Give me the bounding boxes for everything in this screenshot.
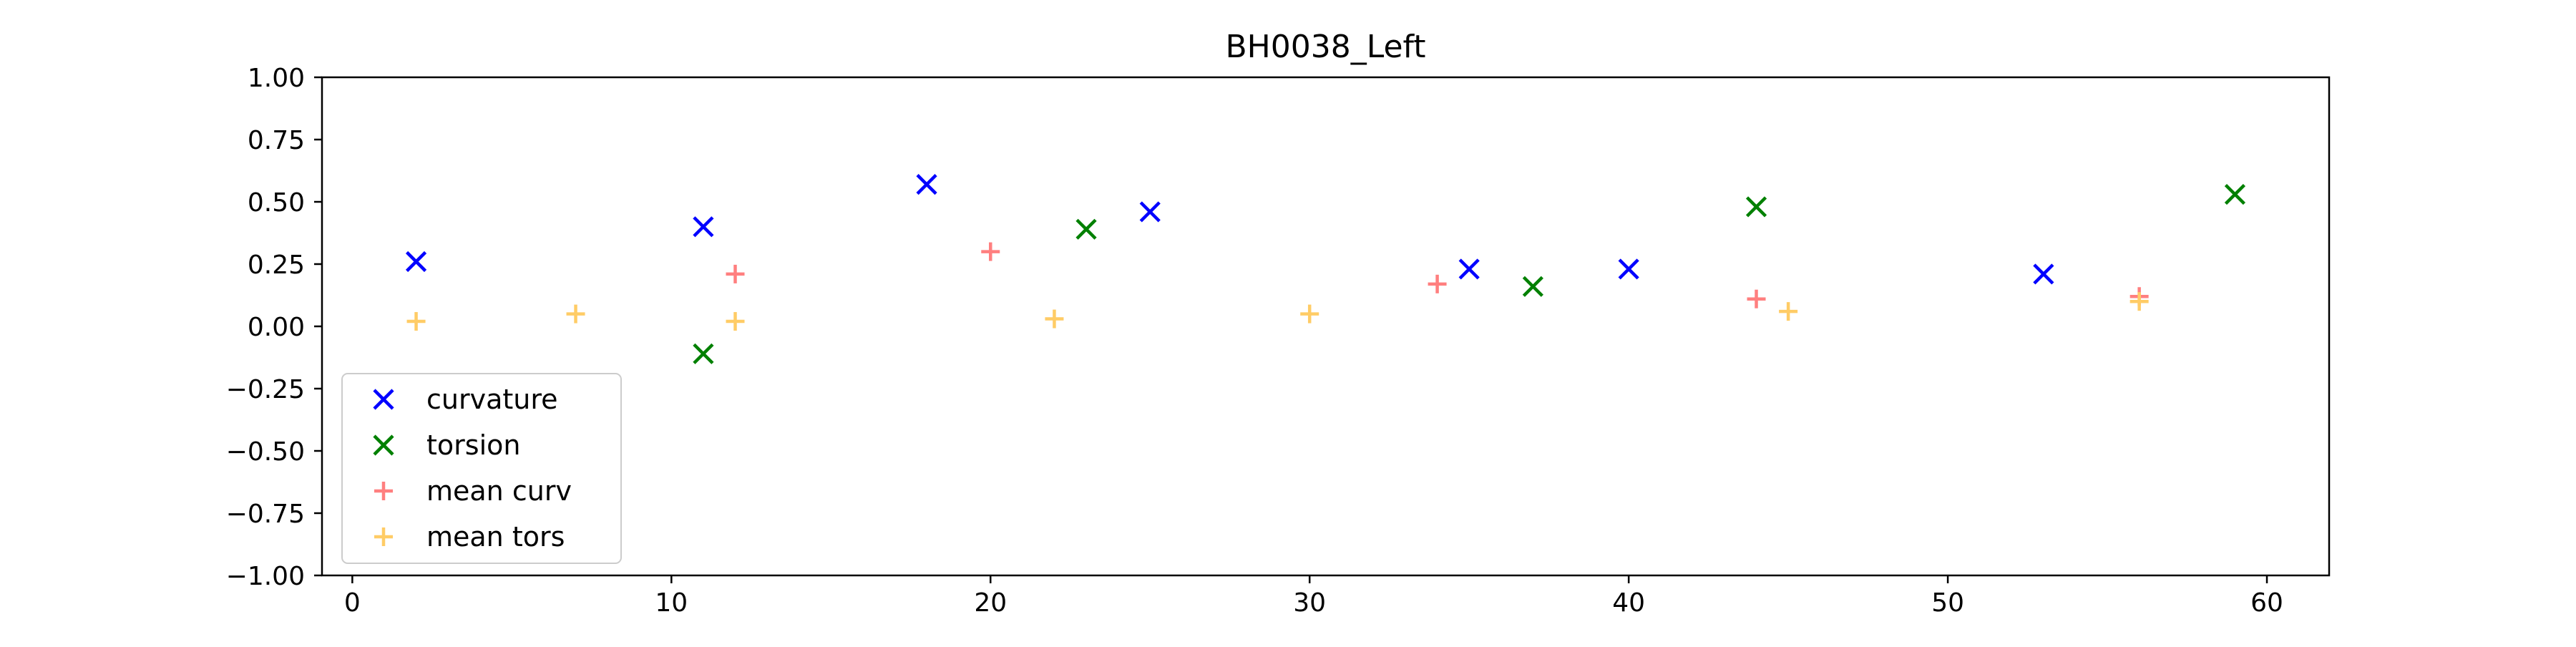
point-mean-curv bbox=[726, 264, 745, 283]
x-tick-label: 20 bbox=[974, 588, 1007, 618]
point-curvature bbox=[1458, 258, 1480, 280]
x-tick-label: 60 bbox=[2250, 588, 2283, 618]
y-tick-label: 1.00 bbox=[248, 64, 305, 93]
y-tick-label: 0.50 bbox=[248, 188, 305, 218]
point-mean-tors bbox=[726, 312, 745, 331]
series-mean-tors bbox=[406, 292, 2149, 331]
legend-marker-mean-curv bbox=[374, 482, 393, 500]
legend-marker-curvature bbox=[373, 389, 394, 410]
y-tick-label: 0.75 bbox=[248, 126, 305, 155]
x-tick-label: 40 bbox=[1612, 588, 1645, 618]
legend-label-torsion: torsion bbox=[426, 429, 520, 461]
point-curvature bbox=[693, 216, 714, 238]
plot-frame bbox=[321, 76, 2331, 577]
y-tick-label: 0.25 bbox=[248, 250, 305, 280]
y-tick-label: −0.50 bbox=[226, 437, 305, 467]
legend-marker-torsion bbox=[373, 434, 394, 456]
series-torsion bbox=[693, 183, 2246, 364]
point-torsion bbox=[1522, 276, 1543, 297]
plot-area bbox=[321, 76, 2331, 577]
point-mean-tors bbox=[1045, 309, 1064, 329]
chart-title: BH0038_Left bbox=[1225, 29, 1425, 65]
point-curvature bbox=[1618, 258, 1639, 280]
x-axis: 0 10 20 30 40 50 60 bbox=[344, 575, 2283, 618]
point-curvature bbox=[916, 174, 937, 195]
point-curvature bbox=[2033, 263, 2054, 285]
legend-box bbox=[341, 373, 622, 564]
y-tick-label: −0.25 bbox=[226, 375, 305, 404]
x-tick-label: 10 bbox=[655, 588, 688, 618]
y-tick-label: 0.00 bbox=[248, 313, 305, 342]
legend-label-curvature: curvature bbox=[426, 384, 558, 415]
point-mean-curv bbox=[1747, 289, 1766, 308]
x-tick-label: 50 bbox=[1931, 588, 1964, 618]
legend-label-mean-tors: mean tors bbox=[426, 521, 565, 553]
point-mean-tors bbox=[1779, 302, 1798, 321]
point-mean-tors bbox=[406, 312, 426, 331]
legend-label-mean-curv: mean curv bbox=[426, 475, 572, 507]
series-curvature bbox=[405, 174, 2054, 285]
point-mean-tors bbox=[2129, 292, 2149, 311]
point-curvature bbox=[405, 250, 427, 273]
point-torsion bbox=[2224, 183, 2246, 205]
point-torsion bbox=[1745, 196, 1767, 218]
y-tick-label: −0.75 bbox=[226, 500, 305, 529]
point-torsion bbox=[1075, 218, 1097, 240]
point-mean-curv bbox=[981, 242, 1000, 261]
x-tick-label: 30 bbox=[1293, 588, 1326, 618]
series-mean-curv bbox=[726, 242, 2149, 308]
point-mean-tors bbox=[566, 304, 585, 324]
point-torsion bbox=[693, 343, 714, 364]
point-curvature bbox=[1139, 201, 1161, 223]
y-axis: 1.00 0.75 0.50 0.25 0.00 −0.25 −0.50 −0.75 −1.00 bbox=[226, 64, 322, 591]
point-mean-tors bbox=[1300, 304, 1319, 324]
x-tick-label: 0 bbox=[344, 588, 361, 618]
y-tick-label: −1.00 bbox=[226, 562, 305, 591]
point-mean-curv bbox=[1428, 274, 1447, 293]
legend-marker-mean-tors bbox=[374, 527, 393, 546]
legend: curvature torsion mean curv mean tors bbox=[341, 373, 622, 564]
